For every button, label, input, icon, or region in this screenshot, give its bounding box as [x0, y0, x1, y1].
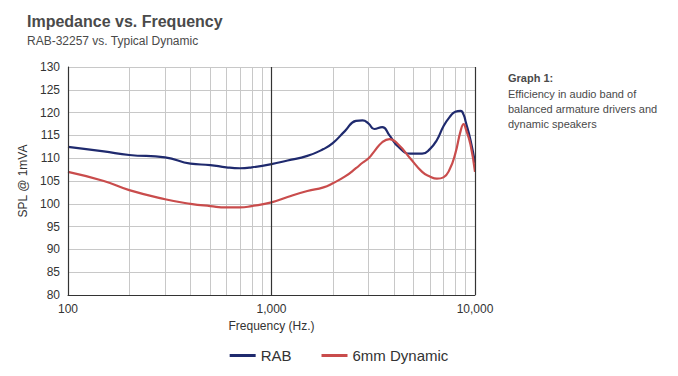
svg-text:80: 80 — [47, 288, 61, 302]
svg-text:125: 125 — [40, 83, 60, 97]
svg-text:105: 105 — [40, 174, 60, 188]
svg-text:110: 110 — [41, 151, 60, 165]
svg-text:120: 120 — [40, 106, 60, 120]
svg-text:Efficiency in audio band of: Efficiency in audio band of — [508, 88, 639, 100]
svg-text:RAB: RAB — [261, 347, 292, 364]
svg-text:90: 90 — [47, 242, 61, 256]
svg-text:balanced armature drivers and: balanced armature drivers and — [508, 103, 660, 115]
svg-text:95: 95 — [47, 220, 61, 234]
svg-text:SPL @ 1mVA: SPL @ 1mVA — [16, 145, 30, 218]
svg-text:6mm Dynamic: 6mm Dynamic — [352, 347, 448, 364]
svg-text:dynamic speakers: dynamic speakers — [508, 118, 597, 130]
svg-text:Graph 1:: Graph 1: — [508, 72, 553, 84]
svg-text:10,000: 10,000 — [457, 302, 494, 316]
svg-text:1,000: 1,000 — [256, 302, 286, 316]
svg-text:115: 115 — [41, 128, 60, 142]
svg-text:100: 100 — [40, 197, 60, 211]
svg-text:RAB-32257 vs. Typical Dynamic: RAB-32257 vs. Typical Dynamic — [27, 34, 198, 48]
svg-text:85: 85 — [47, 265, 61, 279]
svg-text:Impedance vs. Frequency: Impedance vs. Frequency — [27, 13, 223, 30]
svg-text:Frequency (Hz.): Frequency (Hz.) — [228, 319, 314, 333]
svg-text:100: 100 — [58, 302, 78, 316]
svg-text:130: 130 — [40, 60, 60, 74]
